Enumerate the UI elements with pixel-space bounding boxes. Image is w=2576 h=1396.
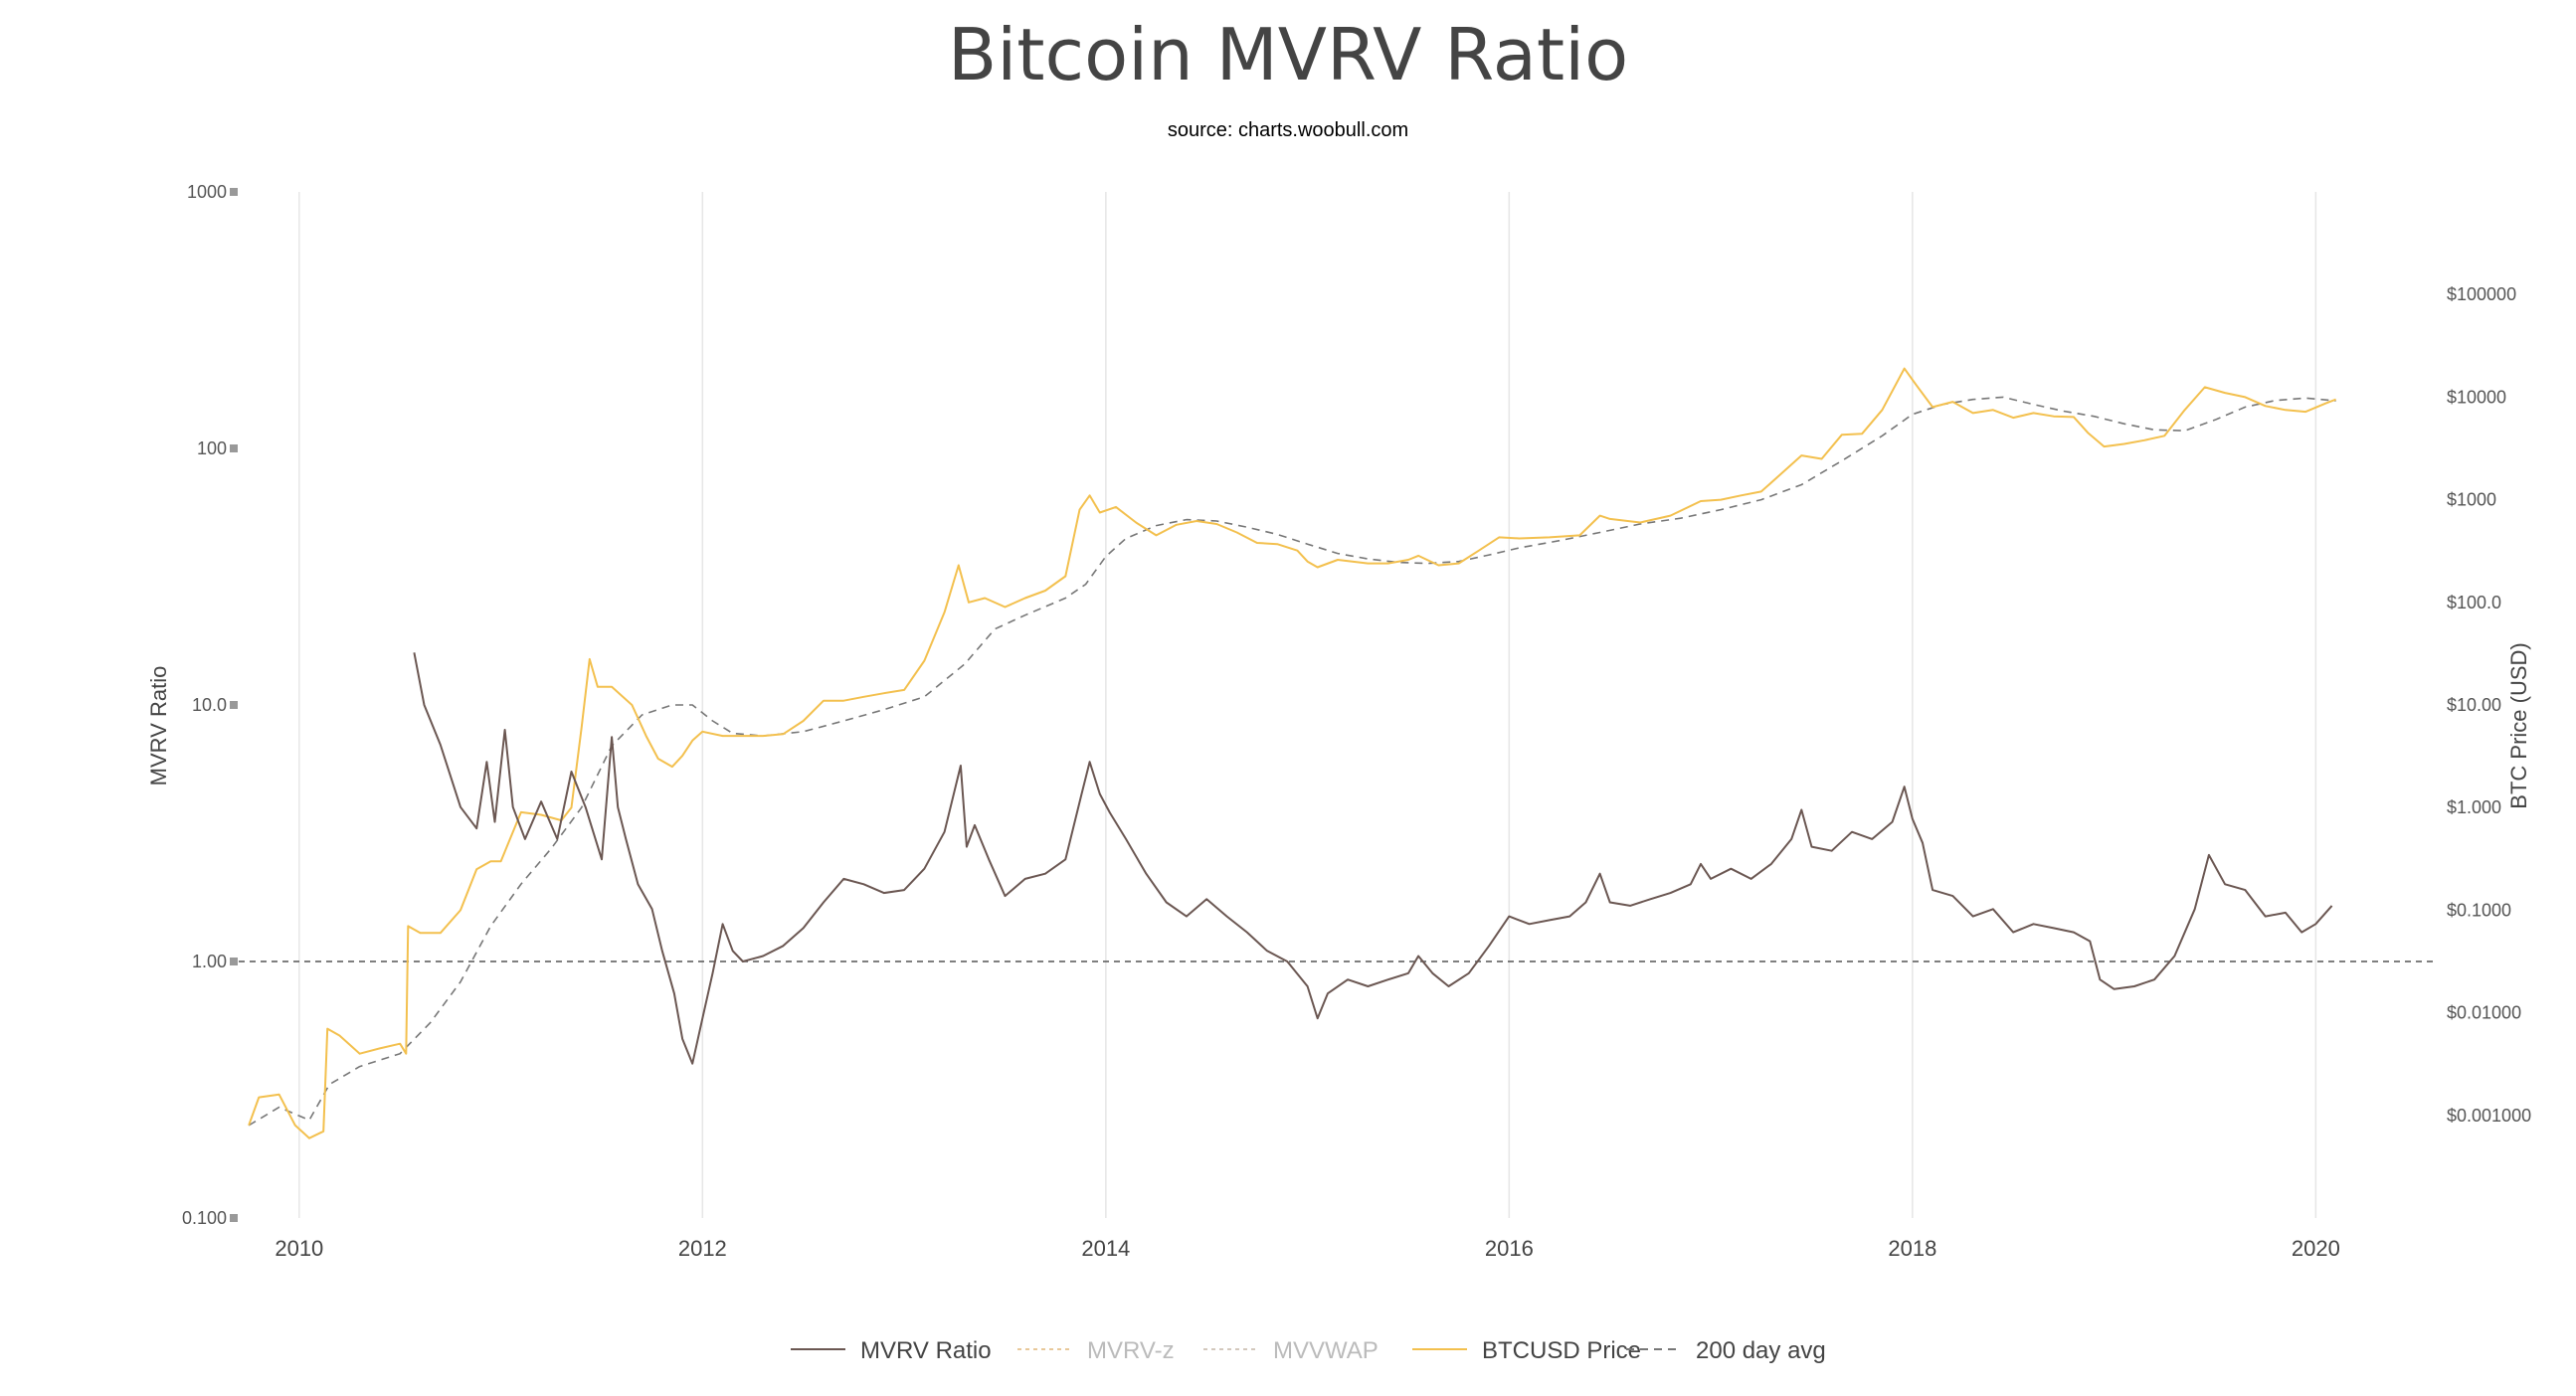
y-left-tick-mark — [230, 701, 238, 709]
x-axis-ticks: 2010 2012 2014 2016 2018 2020 — [275, 1236, 2339, 1261]
y-left-tick-label: 1000 — [187, 182, 227, 202]
chart-title: Bitcoin MVRV Ratio — [948, 13, 1628, 96]
y-left-tick-label: 10.0 — [192, 695, 227, 715]
y-right-tick-label: $1.000 — [2447, 797, 2501, 817]
y-left-tick-label: 1.00 — [192, 952, 227, 971]
legend-item-label[interactable]: 200 day avg — [1696, 1337, 1826, 1364]
mvrv-ratio-series — [413, 652, 2333, 1065]
y-right-tick-label: $0.001000 — [2447, 1106, 2531, 1126]
y-right-tick-label: $10.00 — [2447, 695, 2501, 715]
btcusd-price-series — [248, 367, 2336, 1139]
grid-lines — [298, 192, 2317, 1218]
x-tick-label: 2010 — [275, 1236, 323, 1261]
series-layer — [248, 367, 2336, 1139]
y-left-tick-mark — [230, 188, 238, 196]
200-day-avg-series — [248, 396, 2336, 1127]
y-right-tick-label: $100.0 — [2447, 593, 2501, 612]
y-left-tick-mark — [230, 1214, 238, 1222]
y-left-tick-label: 0.100 — [182, 1208, 227, 1228]
legend: MVRV Ratio MVRV-z MVVWAP BTCUSD Price 200 da… — [791, 1337, 1826, 1364]
y-right-tick-label: $10000 — [2447, 387, 2506, 407]
x-tick-label: 2018 — [1888, 1236, 1936, 1261]
legend-item-label[interactable]: MVRV Ratio — [860, 1337, 992, 1364]
y-right-tick-label: $1000 — [2447, 490, 2496, 510]
y-left-tick-mark — [230, 958, 238, 965]
y-left-tick-label: 100 — [197, 438, 227, 458]
y-right-axis-title: BTC Price (USD) — [2506, 642, 2531, 808]
chart-subtitle: source: charts.woobull.com — [1168, 119, 1408, 141]
x-tick-label: 2012 — [678, 1236, 727, 1261]
legend-item-label[interactable]: MVVWAP — [1273, 1337, 1379, 1364]
y-right-ticks: $100000 $10000 $1000 $100.0 $10.00 $1.000 $0.1… — [2447, 284, 2531, 1126]
x-tick-label: 2020 — [2292, 1236, 2340, 1261]
y-left-axis-title: MVRV Ratio — [146, 666, 171, 786]
x-tick-label: 2016 — [1485, 1236, 1534, 1261]
y-left-tick-mark — [230, 444, 238, 452]
y-left-ticks: 1000 100 10.0 1.00 0.100 — [182, 182, 238, 1228]
y-right-tick-label: $0.01000 — [2447, 1003, 2521, 1023]
x-tick-label: 2014 — [1081, 1236, 1130, 1261]
legend-item-label[interactable]: BTCUSD Price — [1482, 1337, 1641, 1364]
legend-item-label[interactable]: MVRV-z — [1087, 1337, 1175, 1364]
y-right-tick-label: $100000 — [2447, 284, 2516, 304]
y-right-tick-label: $0.1000 — [2447, 900, 2511, 920]
